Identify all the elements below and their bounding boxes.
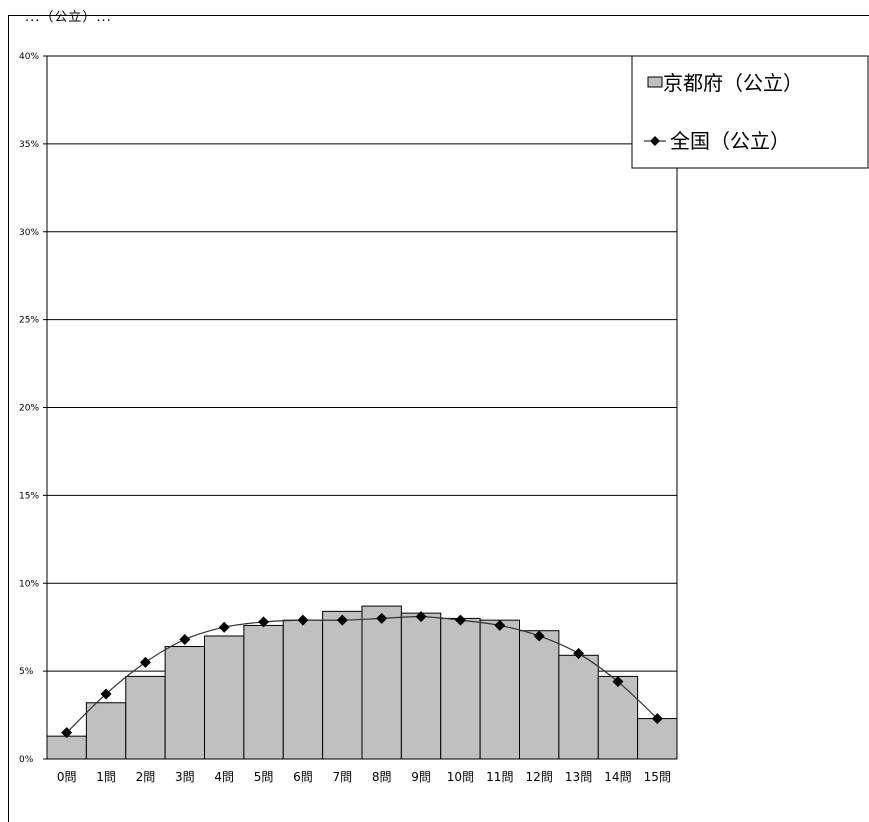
line-marker — [415, 611, 427, 623]
series-line — [66, 616, 658, 734]
line-marker — [376, 612, 388, 624]
x-tick-label: 11問 — [486, 770, 513, 784]
x-tick-label: 9問 — [411, 770, 431, 784]
bar — [125, 675, 166, 760]
x-tick-label: 7問 — [332, 770, 352, 784]
bar — [85, 702, 127, 760]
bar — [440, 617, 481, 760]
line-marker — [61, 727, 73, 739]
x-tick-label: 8問 — [372, 770, 392, 784]
line-marker — [612, 676, 624, 688]
y-tick-label: 40% — [19, 52, 39, 62]
legend-bar-swatch — [647, 76, 663, 88]
bar — [282, 619, 324, 760]
bar — [322, 610, 363, 760]
x-tick-label: 10問 — [447, 770, 474, 784]
chart-frame: ...（公立）... — [8, 10, 869, 822]
line-marker — [336, 614, 348, 626]
y-tick-label: 25% — [19, 316, 39, 326]
line-marker — [218, 621, 230, 633]
x-tick-label: 12問 — [526, 770, 553, 784]
x-tick-label: 2問 — [136, 770, 156, 784]
y-tick-label: 35% — [19, 140, 39, 150]
line-marker — [533, 630, 545, 642]
line-marker — [100, 688, 112, 700]
bar — [204, 635, 245, 760]
line-marker — [297, 614, 309, 626]
x-tick-labels: 0問 1問 2問 3問 4問 5問 6問 7問 8問 9問 10問 11問 12問 13問 14問 15問 — [57, 770, 671, 784]
bar — [46, 735, 87, 760]
legend: 京都府（公立） 全国（公立） — [631, 55, 869, 169]
y-tick-labels: 0% 5% 10% 15% 20% 25% 30% 35% 40% — [19, 52, 39, 765]
bar-series — [46, 605, 678, 760]
line-marker — [454, 614, 466, 626]
line-marker — [573, 648, 585, 660]
line-series — [61, 611, 663, 739]
bar — [164, 646, 205, 760]
y-tick-label: 15% — [19, 491, 39, 501]
y-tick-label: 30% — [19, 228, 39, 238]
cropped-header-text: ...（公立）... — [25, 10, 112, 25]
bar — [558, 654, 599, 760]
bar — [361, 605, 402, 760]
line-marker — [258, 616, 270, 628]
y-tick-label: 10% — [19, 579, 39, 589]
line-marker — [494, 619, 506, 631]
y-tick-label: 5% — [19, 667, 34, 677]
bar — [243, 624, 284, 760]
bar — [637, 718, 678, 760]
y-tick-label: 20% — [19, 404, 39, 414]
x-tick-label: 6問 — [293, 770, 313, 784]
legend-box — [631, 55, 869, 169]
x-tick-label: 0問 — [57, 770, 77, 784]
x-tick-label: 14問 — [604, 770, 631, 784]
x-tick-label: 5問 — [254, 770, 274, 784]
x-tick-label: 15問 — [644, 770, 671, 784]
y-tick-label: 0% — [19, 755, 34, 765]
axes — [43, 55, 678, 760]
bar — [400, 612, 442, 760]
x-tick-label: 3問 — [175, 770, 195, 784]
legend-label-national: 全国（公立） — [670, 129, 790, 153]
x-tick-label: 1問 — [96, 770, 116, 784]
x-tick-label: 13問 — [565, 770, 592, 784]
x-tick-label: 4問 — [214, 770, 234, 784]
bar — [479, 619, 520, 760]
legend-label-kyoto: 京都府（公立） — [663, 71, 803, 95]
bar — [597, 675, 639, 760]
legend-diamond-icon — [650, 136, 660, 146]
line-marker — [179, 633, 191, 645]
bar — [519, 630, 560, 760]
line-marker — [139, 656, 151, 668]
line-marker — [651, 713, 663, 725]
